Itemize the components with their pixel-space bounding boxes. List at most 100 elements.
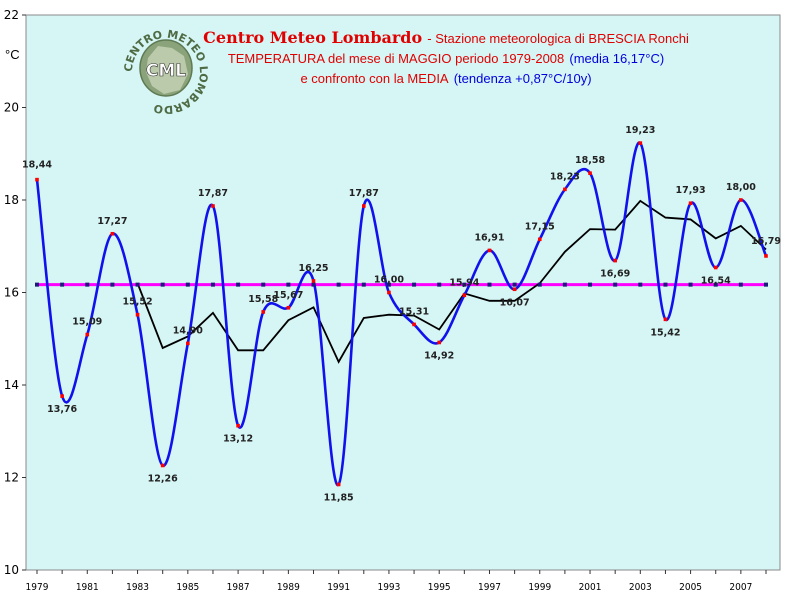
data-label: 16,91 <box>474 232 504 243</box>
temperature-point <box>512 287 517 292</box>
mean-point <box>537 282 542 287</box>
data-label: 15,58 <box>248 294 278 305</box>
data-label: 15,94 <box>449 277 479 288</box>
temperature-point <box>186 341 190 346</box>
trend-line <box>136 199 767 364</box>
temperature-point <box>261 310 266 314</box>
logo-center-text: CML <box>146 61 186 81</box>
mean-point <box>738 282 743 287</box>
y-tick-label: 22 <box>4 8 19 22</box>
data-label: 14,92 <box>424 350 454 361</box>
data-label: 15,42 <box>650 327 680 338</box>
mean-point <box>286 282 291 287</box>
x-tick-label: 1997 <box>478 582 501 593</box>
mean-point <box>135 282 140 287</box>
temperature-point <box>85 332 90 337</box>
data-label: 16,00 <box>374 275 404 286</box>
title-brand: Centro Meteo Lombardo <box>203 28 423 47</box>
mean-point <box>562 282 567 287</box>
x-tick-label: 1985 <box>176 582 199 593</box>
data-label: 17,27 <box>97 216 127 227</box>
temperature-point <box>663 317 668 322</box>
data-label: 16,07 <box>500 297 530 308</box>
data-label: 11,85 <box>324 492 354 503</box>
temperature-point <box>688 201 693 206</box>
temperature-point <box>311 279 316 283</box>
temperature-point <box>35 177 39 182</box>
mean-point <box>638 282 643 287</box>
data-label: 15,09 <box>72 317 102 328</box>
y-tick-label: 16 <box>4 286 19 300</box>
mean-point <box>437 282 442 287</box>
x-tick-label: 2003 <box>629 582 652 593</box>
x-tick-label: 1979 <box>26 582 49 593</box>
data-label: 16,69 <box>600 269 630 280</box>
x-tick-label: 1999 <box>528 582 551 593</box>
x-tick-label: 1993 <box>377 582 400 593</box>
data-label: 16,54 <box>701 276 731 287</box>
data-label: 18,23 <box>550 171 580 182</box>
temperature-point <box>537 237 542 242</box>
data-label: 16,79 <box>751 236 781 247</box>
mean-point <box>236 282 241 287</box>
mean-point <box>85 282 90 287</box>
y-axis: 10 12 14 16 18 20 22 <box>4 8 26 577</box>
data-label: 18,00 <box>726 182 756 193</box>
mean-point <box>663 282 668 287</box>
temperature-point <box>361 204 366 208</box>
data-label: 17,93 <box>676 185 706 196</box>
y-tick-label: 14 <box>4 378 19 392</box>
x-tick-label: 2005 <box>679 582 702 593</box>
data-label: 13,76 <box>47 404 77 415</box>
cml-logo: CENTRO METEO LOMBARDO CML <box>122 28 210 116</box>
y-tick-label: 10 <box>4 563 19 577</box>
temperature-point <box>563 187 567 192</box>
temperature-point <box>286 305 291 310</box>
x-tick-label: 1991 <box>327 582 350 593</box>
title-station: - Stazione meteorologica di BRESCIA Ronc… <box>427 31 689 46</box>
temperature-point <box>60 394 64 398</box>
mean-point <box>210 282 215 287</box>
series-points <box>35 141 768 487</box>
mean-point <box>110 282 115 287</box>
x-tick-label: 1981 <box>76 582 99 593</box>
mean-point <box>261 282 266 287</box>
title-period: TEMPERATURA del mese di MAGGIO periodo 1… <box>227 51 565 66</box>
data-label: 16,25 <box>298 263 328 274</box>
mean-point <box>512 282 517 287</box>
x-tick-label: 1987 <box>227 582 250 593</box>
title-compare: e confronto con la MEDIA <box>300 71 449 86</box>
y-tick-label: 18 <box>4 193 19 207</box>
temperature-point <box>487 248 492 253</box>
temperature-point <box>437 340 442 345</box>
temperature-point <box>211 204 215 208</box>
temperature-point <box>160 463 165 468</box>
mean-point <box>311 282 316 287</box>
plot-area <box>25 14 781 571</box>
temperature-point <box>110 231 115 236</box>
mean-point <box>462 282 467 287</box>
data-label: 19,23 <box>625 125 655 136</box>
temperature-point <box>638 141 643 145</box>
mean-point <box>713 282 718 287</box>
temperature-point <box>613 258 617 263</box>
mean-point <box>60 282 65 287</box>
data-label: 14,90 <box>173 325 203 336</box>
temperature-point <box>412 322 416 327</box>
data-label: 17,87 <box>198 188 228 199</box>
temperature-point <box>588 171 592 175</box>
mean-point <box>35 282 39 287</box>
y-unit-label: °C <box>5 47 20 62</box>
mean-point <box>487 282 492 287</box>
temperature-point <box>713 265 718 270</box>
x-tick-label: 2007 <box>729 582 752 593</box>
temperature-point <box>236 423 240 428</box>
mean-point <box>412 282 417 287</box>
data-label: 17,87 <box>349 188 379 199</box>
data-label: 15,52 <box>123 297 153 308</box>
x-axis: 1979 1981 1983 1985 1987 1989 1991 1993 1995 1997… <box>26 570 767 593</box>
data-labels: 18,44 13,76 15,09 17,27 15,52 12,26 14,90 17,87… <box>22 125 781 503</box>
title-mean: (media 16,17°C) <box>569 51 665 66</box>
temperature-point <box>764 254 768 258</box>
